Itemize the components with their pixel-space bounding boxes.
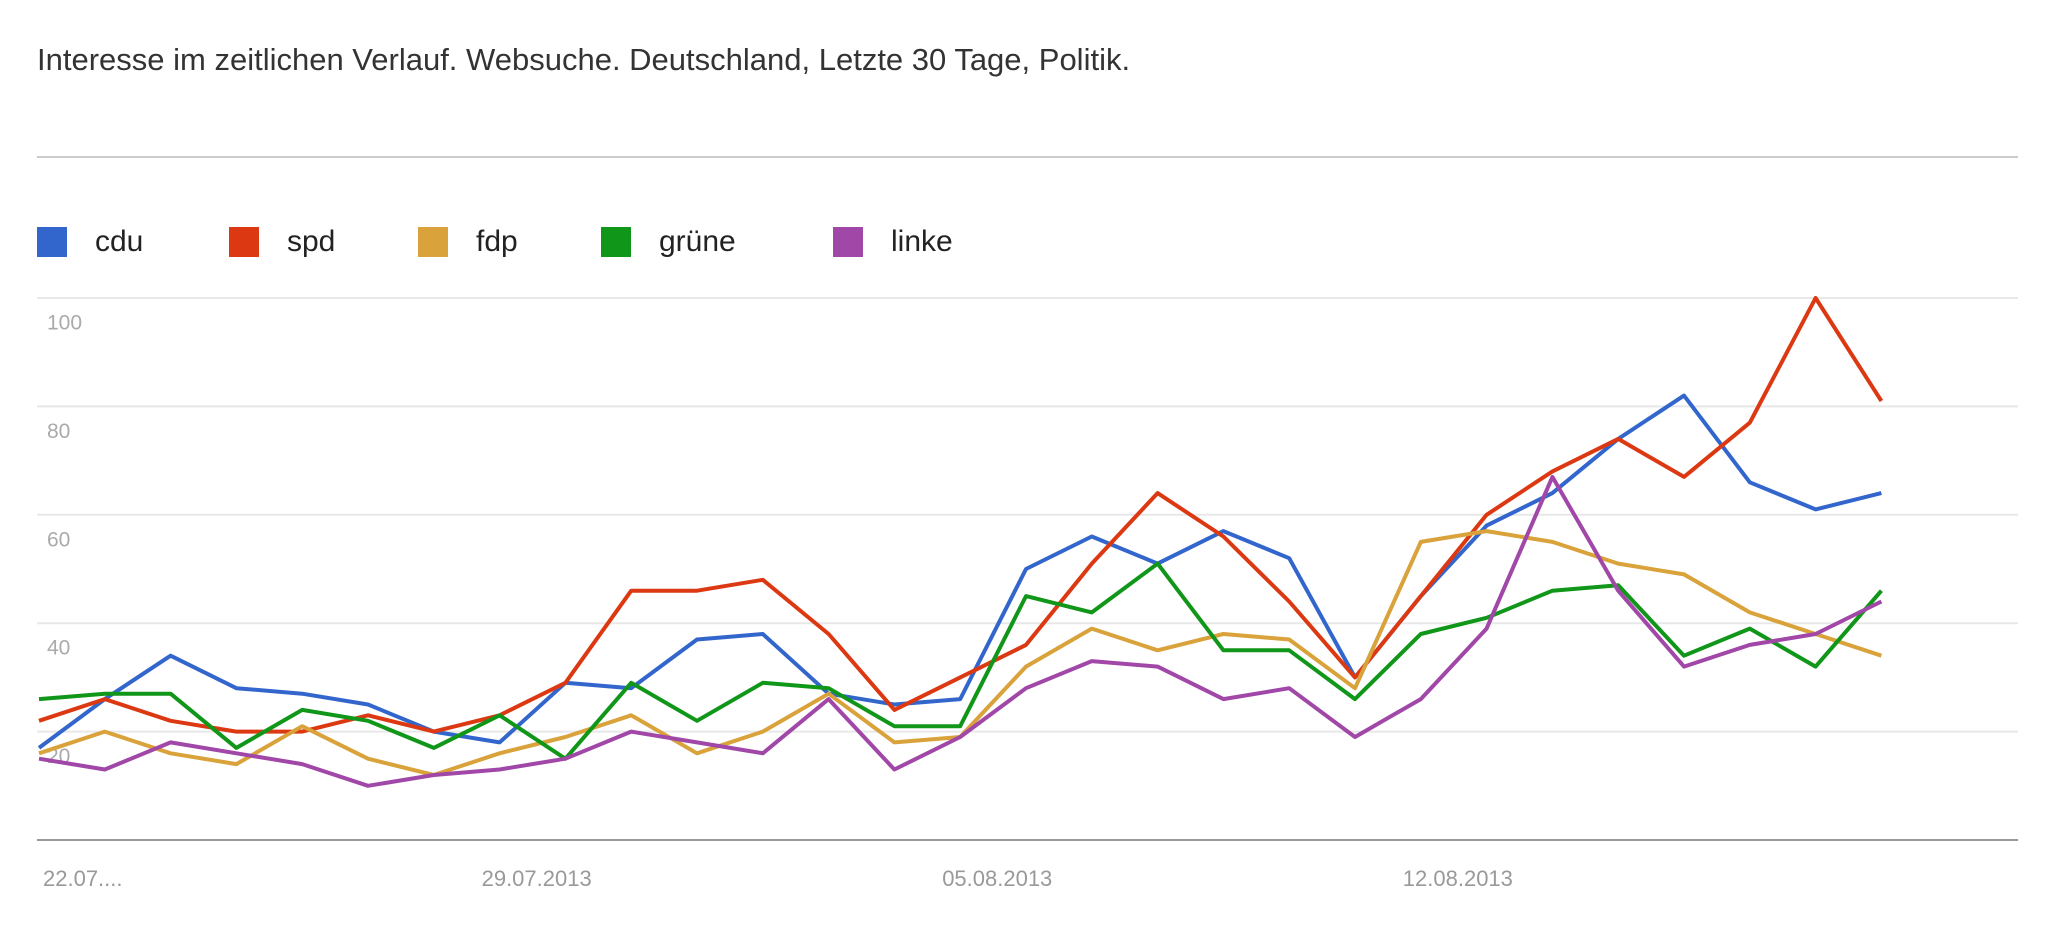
y-tick-label: 60 xyxy=(47,528,70,551)
x-tick-label: 22.07.... xyxy=(43,866,123,891)
legend-label: cdu xyxy=(95,225,143,258)
x-tick-label: 12.08.2013 xyxy=(1403,866,1513,891)
y-tick-label: 100 xyxy=(47,312,82,335)
legend-swatch xyxy=(229,227,259,257)
legend-swatch xyxy=(37,227,67,257)
legend-swatch xyxy=(833,227,863,257)
y-tick-label: 80 xyxy=(47,420,70,443)
legend-swatch xyxy=(418,227,448,257)
legend-label: grüne xyxy=(659,225,736,258)
legend-label: fdp xyxy=(476,225,518,258)
x-tick-label: 29.07.2013 xyxy=(482,866,592,891)
chart-title: Interesse im zeitlichen Verlauf. Websuch… xyxy=(37,42,1130,77)
legend-label: linke xyxy=(891,225,953,258)
series-line xyxy=(38,561,1883,761)
x-tick-label: 05.08.2013 xyxy=(942,866,1052,891)
y-tick-label: 40 xyxy=(47,637,70,660)
series-line xyxy=(38,296,1884,734)
series-line xyxy=(38,474,1883,788)
legend-swatch xyxy=(601,227,631,257)
series-line xyxy=(37,393,1882,750)
legend-label: spd xyxy=(287,225,335,258)
